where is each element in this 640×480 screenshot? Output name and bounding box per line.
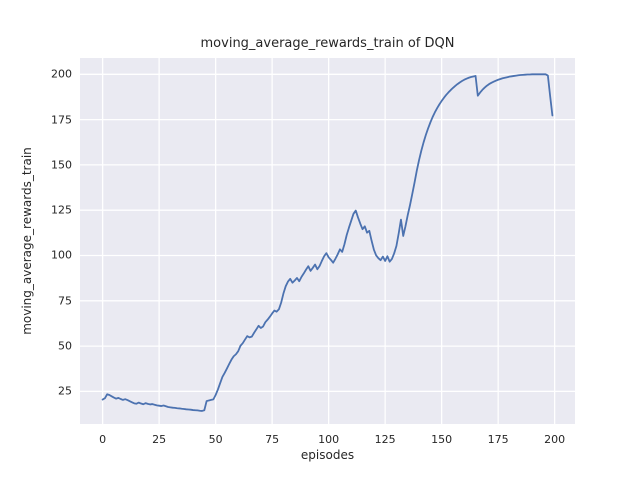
- plot-area: [80, 58, 575, 424]
- x-axis-label: episodes: [300, 448, 355, 462]
- y-tick-label: 125: [51, 203, 72, 217]
- x-tick-label: 100: [318, 433, 340, 446]
- y-tick-label: 75: [58, 294, 72, 308]
- x-tick-label: 175: [487, 433, 509, 446]
- x-tick-label: 0: [99, 433, 107, 446]
- plot-background: [80, 58, 575, 424]
- y-tick-label: 175: [51, 113, 72, 127]
- x-tick-label: 75: [265, 433, 280, 446]
- plot-svg: [80, 58, 575, 424]
- chart-title: moving_average_rewards_train of DQN: [200, 36, 455, 51]
- y-tick-label: 100: [51, 248, 72, 262]
- y-tick-label: 50: [58, 339, 72, 353]
- x-tick-label: 50: [208, 433, 223, 446]
- x-tick-label: 200: [544, 433, 566, 446]
- x-tick-label: 150: [431, 433, 453, 446]
- data-line-dqn: [101, 73, 554, 412]
- y-tick-label: 150: [51, 158, 72, 172]
- y-tick-label: 200: [51, 67, 72, 81]
- x-tick-label: 25: [152, 433, 167, 446]
- y-tick-label: 25: [58, 384, 72, 398]
- x-tick-label: 125: [374, 433, 396, 446]
